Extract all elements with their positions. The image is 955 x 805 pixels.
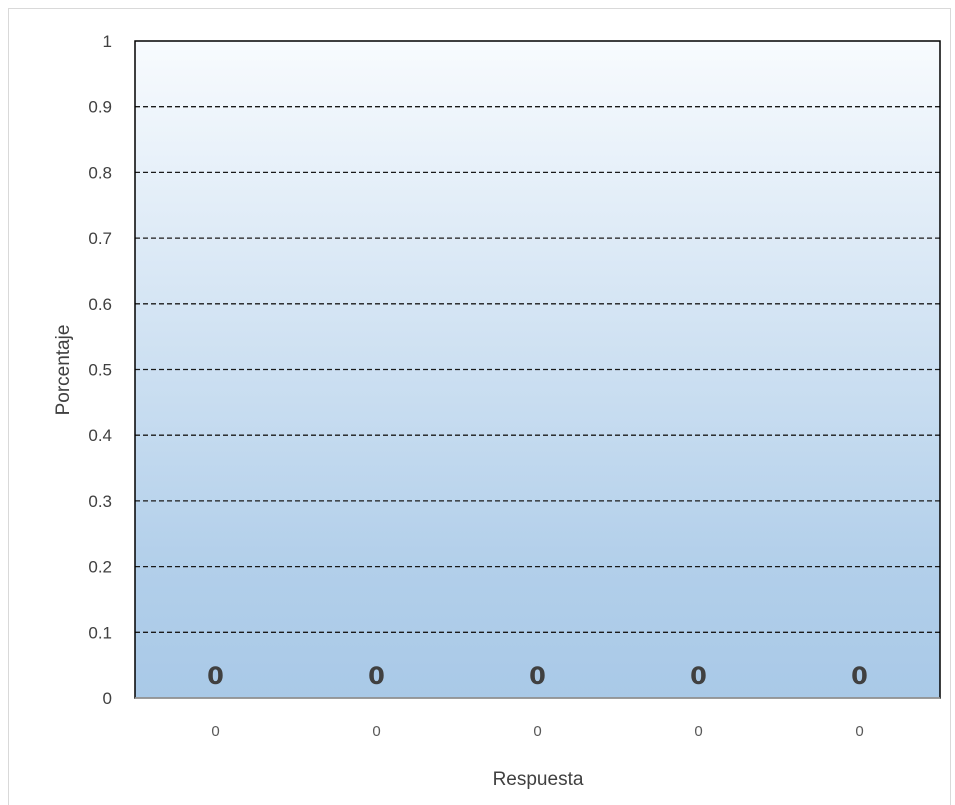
y-axis-ticks: 0 0.1 0.2 0.3 0.4 0.5 0.6 0.7 0.8 0.9 1 [88,32,112,708]
y-tick-label: 0.5 [88,361,112,380]
y-tick-label: 0 [103,689,112,708]
x-tick-label: 0 [211,723,219,740]
y-tick-label: 0.8 [88,163,112,182]
y-tick-label: 1 [103,32,112,51]
data-label: 0 [851,662,868,690]
y-tick-label: 0.9 [88,98,112,117]
data-label: 0 [529,662,546,690]
data-label: 0 [690,662,707,690]
x-tick-label: 0 [855,723,863,740]
data-label: 0 [207,662,224,690]
y-tick-label: 0.6 [88,295,112,314]
y-tick-label: 0.2 [88,558,112,577]
y-tick-label: 0.3 [88,492,112,511]
x-axis-ticks: 0 0 0 0 0 [211,723,863,740]
y-axis-title: Porcentaje [53,325,74,416]
x-tick-label: 0 [372,723,380,740]
data-label: 0 [368,662,385,690]
y-tick-label: 0.4 [88,426,112,445]
y-tick-label: 0.7 [88,229,112,248]
x-tick-label: 0 [694,723,702,740]
x-tick-label: 0 [533,723,541,740]
y-tick-label: 0.1 [88,623,112,642]
x-axis-title: Respuesta [493,769,584,790]
